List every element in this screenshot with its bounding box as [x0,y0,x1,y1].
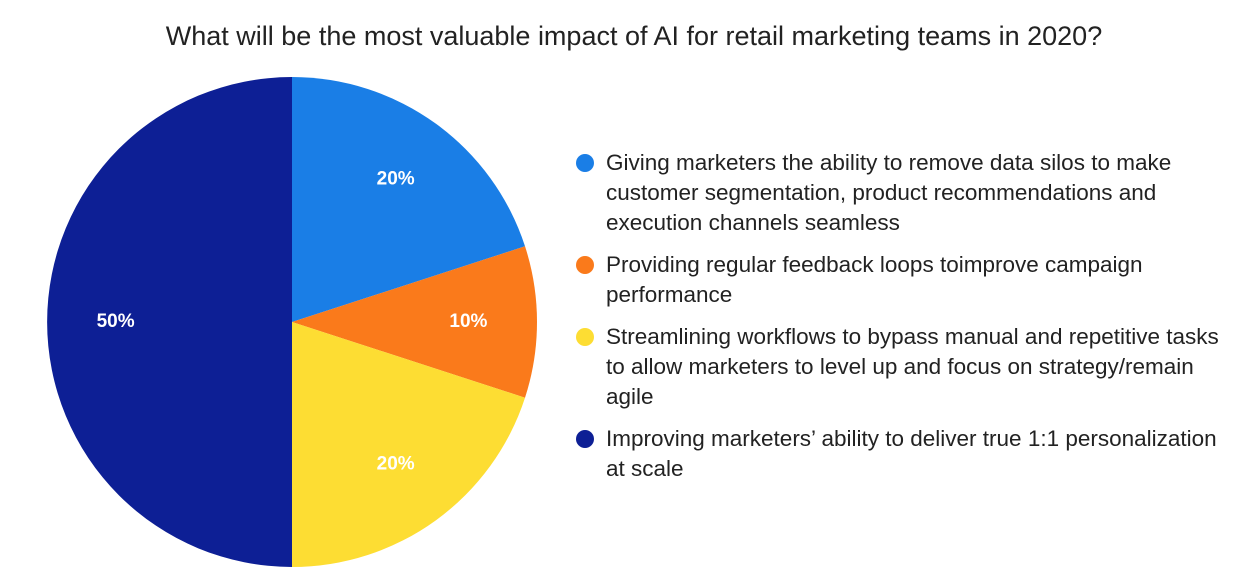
legend-item: Improving marketers’ ability to deliver … [572,424,1222,484]
chart-title: What will be the most valuable impact of… [166,21,1102,51]
legend-label: Providing regular feedback loops toimpro… [606,252,1143,307]
pie-slice [292,246,537,398]
value-label: 10% [449,311,487,332]
pie-slice [47,77,292,567]
legend-item: Streamlining workflows to bypass manual … [572,322,1222,412]
legend-swatch [576,430,594,448]
pie-slice [292,77,526,322]
legend-item: Providing regular feedback loops toimpro… [572,250,1222,310]
legend-swatch [576,328,594,346]
legend-label: Giving marketers the ability to remove d… [606,150,1172,235]
value-label: 20% [377,168,415,189]
value-label: 20% [377,454,415,475]
legend-label: Improving marketers’ ability to deliver … [606,426,1217,481]
legend-swatch [576,256,594,274]
pie-slice [292,322,526,567]
legend-label: Streamlining workflows to bypass manual … [606,324,1219,409]
value-label: 50% [97,311,135,332]
legend-item: Giving marketers the ability to remove d… [572,148,1222,238]
legend-swatch [576,154,594,172]
legend: Giving marketers the ability to remove d… [572,148,1222,496]
